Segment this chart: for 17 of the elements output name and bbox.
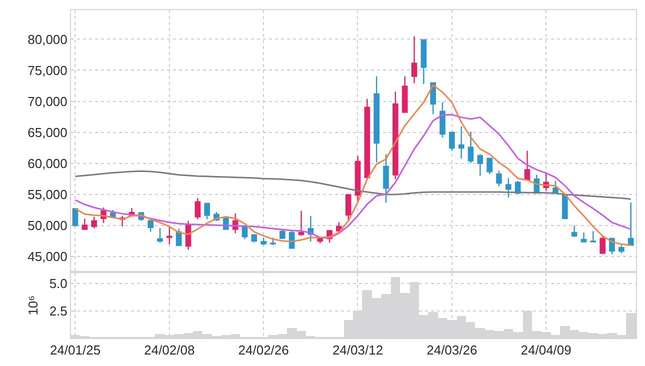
- x-tick-label: 24/03/12: [332, 342, 384, 358]
- y-tick-label: 65,000: [28, 124, 68, 140]
- y-tick-label: 45,000: [28, 249, 68, 264]
- y-tick-label: 75,000: [28, 62, 68, 78]
- y-tick-label: 55,000: [28, 186, 68, 202]
- x-tick-label: 24/04/09: [520, 342, 572, 358]
- x-tick-label: 24/01/25: [50, 342, 101, 358]
- y-tick-label: 2.5: [49, 303, 68, 318]
- y-axis-title: 10⁶: [25, 295, 40, 316]
- y-tick-label: 50,000: [28, 218, 68, 234]
- x-tick-label: 24/03/26: [426, 342, 478, 358]
- y-tick-label: 80,000: [28, 32, 68, 47]
- x-tick-label: 24/02/26: [238, 342, 289, 358]
- y-tick-label: 60,000: [28, 156, 68, 171]
- y-tick-label: 70,000: [28, 94, 68, 109]
- y-tick-label: 5.0: [49, 276, 68, 292]
- x-tick-label: 24/02/08: [144, 342, 195, 358]
